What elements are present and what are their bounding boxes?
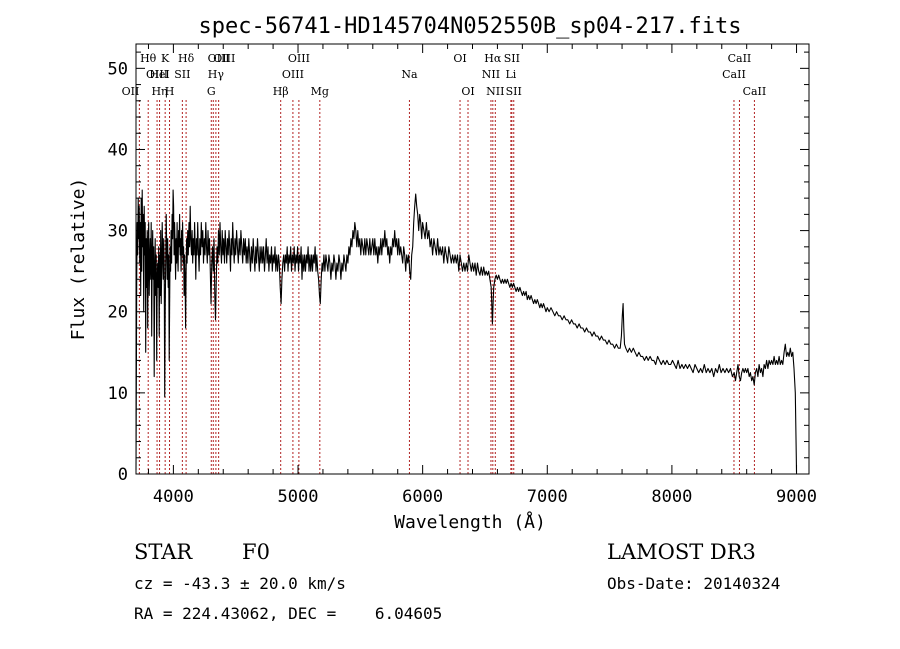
spectral-line-label: SII xyxy=(504,52,520,65)
x-tick-label: 9000 xyxy=(776,487,817,507)
spectral-line-label: Hα xyxy=(484,52,502,65)
x-tick-label: 7000 xyxy=(527,487,568,507)
spectral-line-markers xyxy=(138,100,755,474)
plot-frame xyxy=(135,43,810,475)
y-tick-label: 40 xyxy=(108,140,128,160)
spectral-line-label: CaII xyxy=(722,68,746,81)
redshift-value: cz = -43.3 ± 20.0 km/s xyxy=(134,574,346,593)
spectral-line-label: SII xyxy=(174,68,190,81)
object-class: STAR xyxy=(134,540,193,564)
x-tick-label: 6000 xyxy=(402,487,443,507)
spectral-line-label: NII xyxy=(486,85,504,98)
spectral-line-label: Hγ xyxy=(208,68,225,81)
spectral-line-label: G xyxy=(207,85,216,98)
spectral-line-label: NII xyxy=(482,68,500,81)
spectral-line-label: SII xyxy=(506,85,522,98)
y-tick-label: 20 xyxy=(108,303,128,323)
x-tick-label: 8000 xyxy=(651,487,692,507)
y-axis-label: Flux (relative) xyxy=(68,178,89,341)
spectral-line-label: Hη xyxy=(151,85,167,98)
spectral-line-label: Mg xyxy=(311,85,329,98)
spectral-line-label: CaII xyxy=(743,85,767,98)
x-axis-ticks: 4000 5000 6000 7000 8000 9000 xyxy=(147,44,817,507)
spectral-line-label: OIII xyxy=(282,68,304,81)
coordinates: RA = 224.43062, DEC = 6.04605 xyxy=(134,604,443,623)
spectral-line-label: OI xyxy=(461,85,474,98)
obs-date: Obs-Date: 20140324 xyxy=(607,574,781,593)
y-tick-label: 50 xyxy=(108,59,128,79)
spectral-line-label: Li xyxy=(505,68,516,81)
chart-title: spec-56741-HD145704N052550B_sp04-217.fit… xyxy=(198,14,741,39)
spectral-line-label: CaII xyxy=(728,52,752,65)
spectral-line-label: Na xyxy=(401,68,418,81)
spectral-line-label: H xyxy=(165,85,175,98)
spectral-line-labels: OIIHθOIIIHηHeIKHSIIHδGOIIIHγOIIIHβOIIIOI… xyxy=(122,52,767,98)
spectral-line-label: Hδ xyxy=(178,52,195,65)
spectral-line-label: OIII xyxy=(208,52,230,65)
spectral-line-label: HeI xyxy=(149,68,169,81)
spectral-line-label: OI xyxy=(453,52,466,65)
y-axis-ticks: 0 10 20 30 40 50 xyxy=(108,51,809,485)
x-tick-label: 4000 xyxy=(153,487,194,507)
spectral-line-label: Hβ xyxy=(273,85,289,98)
spectral-line-label: K xyxy=(161,52,170,65)
survey-name: LAMOST DR3 xyxy=(607,540,756,564)
spectrum-line xyxy=(135,189,798,473)
spectral-line-label: Hθ xyxy=(140,52,157,65)
spectral-line-label: OII xyxy=(122,85,140,98)
y-tick-label: 10 xyxy=(108,384,128,404)
x-axis-label: Wavelength (Å) xyxy=(394,511,546,533)
spectral-line-label: OIII xyxy=(146,68,168,81)
x-tick-label: 5000 xyxy=(278,487,319,507)
object-subclass: F0 xyxy=(242,540,270,564)
spectral-line-label: OIII xyxy=(288,52,310,65)
y-tick-label: 30 xyxy=(108,222,128,242)
y-tick-label: 0 xyxy=(118,465,128,485)
spectral-line-label: OIII xyxy=(213,52,235,65)
